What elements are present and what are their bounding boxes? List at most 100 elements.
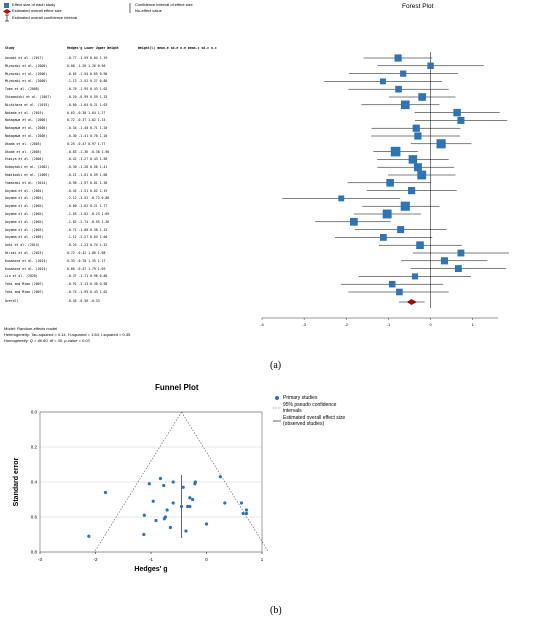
x-tick-label: 1 <box>472 322 475 327</box>
forest-plot-area: -4 -3 -2 -1 0 1 <box>260 52 509 327</box>
study-effect-marker <box>418 93 426 101</box>
study-point <box>171 501 175 505</box>
study-effect-marker <box>412 124 420 132</box>
study-effect-marker <box>395 85 402 93</box>
study-name: Aouabi et al. (2017) <box>5 56 44 60</box>
study-effect-marker <box>390 146 401 157</box>
study-effect-marker <box>338 195 345 202</box>
study-name: Aoyama et al. (2001) <box>5 188 44 193</box>
study-effect-marker <box>413 163 422 172</box>
study-effect-marker <box>457 249 465 257</box>
study-point <box>158 476 163 481</box>
x-tick-label: -4 <box>260 322 264 327</box>
study-point <box>181 485 185 489</box>
legend-overall-ci-icon <box>5 14 9 22</box>
overall-label: Overall <box>5 299 19 303</box>
x-tick-label: -2 <box>345 322 349 327</box>
study-point <box>162 483 166 488</box>
study-effect-marker <box>388 280 396 288</box>
study-values: 0.25 -0.47 0.97 1.77 <box>67 141 106 146</box>
study-values: -1.13 -2.52 0.27 0.80 <box>67 79 108 84</box>
study-values: -2.12 -3.52 -0.72 0.80 <box>67 196 110 201</box>
legend-overall-label: Estimated overall effect size <box>12 8 62 13</box>
study-effect-marker <box>411 273 419 280</box>
study-values: -0.96 -1.97 0.01 1.30 <box>67 180 108 185</box>
x-tick-label: 0 <box>205 557 208 562</box>
study-values: -0.76 -1.95 0.43 1.02 <box>67 87 108 92</box>
pseudo-ci-right <box>181 411 269 553</box>
study-name: Tomo et al. (2008) <box>5 87 40 92</box>
study-name: Hamikoshi et al. (2009) <box>5 173 50 177</box>
study-point <box>193 480 197 484</box>
study-effect-marker <box>453 108 461 117</box>
study-values: -0.45 -1.51 0.62 1.19 <box>67 188 108 193</box>
y-axis-label: Standard error <box>13 457 20 506</box>
study-name: Aoki et al. (2015) <box>5 243 40 248</box>
study-values: -1.82 -2.74 -0.95 1.36 <box>67 219 110 224</box>
x-tick-label: 1 <box>261 557 264 562</box>
study-point <box>204 522 209 526</box>
study-point <box>142 513 146 517</box>
study-point <box>186 504 190 509</box>
study-name: Lin et al. (2020) <box>5 274 38 279</box>
x-tick-label: -2 <box>93 557 97 562</box>
study-point <box>184 529 188 533</box>
y-tick-label: 0.6 <box>31 515 38 520</box>
x-axis-label: Hedges' g <box>134 566 167 573</box>
x-tick-label: -1 <box>387 322 391 327</box>
study-effect-marker <box>382 209 392 219</box>
study-name: Aoyama et al. (2005) <box>5 235 44 240</box>
funnel-panel: Funnel Plot 0.0 0.2 0.4 0.6 0.8 -3 -2 -1 0 1 Hedge… <box>0 380 550 620</box>
study-effect-marker <box>457 116 465 124</box>
study-point <box>244 508 249 512</box>
study-values: -0.21 -1.01 0.59 1.68 <box>67 173 108 177</box>
study-name: Miyazaki et al. (2000) <box>5 71 48 76</box>
study-point <box>87 534 91 538</box>
study-effect-marker <box>386 179 394 187</box>
legend-primary-marker <box>275 396 279 400</box>
study-point <box>154 518 158 523</box>
study-effect-marker <box>414 132 422 140</box>
study-name: Kobayashi et al. (2002) <box>5 165 50 170</box>
study-point <box>188 504 192 509</box>
model-line-2: Heterogeneity: Tau-squared = 0.14, H-squ… <box>4 332 131 337</box>
study-effect-marker <box>408 155 418 164</box>
y-tick-label: 0.8 <box>31 550 38 555</box>
x-tick-label: -3 <box>38 557 42 562</box>
study-values: -0.34 -1.40 0.71 1.20 <box>67 126 108 131</box>
study-values: 0.00 -1.26 1.26 0.96 <box>67 63 106 68</box>
study-values: -0.83 -1.36 -0.30 1.90 <box>67 149 110 154</box>
study-values: -0.37 -1.71 0.96 0.86 <box>67 274 108 279</box>
legend-overall-ci-label: Estimated overall confidence interval <box>12 15 78 20</box>
study-values: -0.60 -1.62 0.21 1.77 <box>67 204 108 209</box>
study-effect-marker <box>397 226 405 234</box>
legend-effect-label: Effect size of each study <box>12 2 56 7</box>
x-tick-label: -3 <box>302 322 306 327</box>
study-values: 0.72 -0.37 1.82 1.15 <box>67 118 106 123</box>
study-effect-marker <box>400 70 407 77</box>
study-point <box>165 508 169 512</box>
study-point <box>218 475 222 479</box>
study-values: 0.33 -0.70 1.35 1.17 <box>67 258 106 263</box>
study-name: Yaki and Mima (2007) <box>5 290 44 294</box>
study-values: -1.03 -1.82 -0.23 1.69 <box>67 212 110 216</box>
legend-ci-dash-icon <box>273 407 281 409</box>
study-values: 0.63 -0.38 1.64 1.27 <box>67 110 106 115</box>
study-values: -0.74 -1.95 0.43 1.02 <box>67 290 108 294</box>
funnel-title: Funnel Plot <box>155 383 199 392</box>
pseudo-ci-left <box>94 411 182 553</box>
study-point <box>171 480 175 484</box>
y-tick-label: 0.2 <box>31 445 38 450</box>
study-point <box>188 496 192 500</box>
model-line-1: Model: Random-effects model <box>4 326 58 331</box>
study-values: -1.12 -2.27 0.04 1.06 <box>67 235 108 240</box>
study-point <box>223 501 227 505</box>
legend-no-effect-label: No-effect value <box>135 8 162 13</box>
x-tick-label: -1 <box>149 557 153 562</box>
study-name: Nakagawa et al. (2006) <box>5 118 48 123</box>
study-effect-marker <box>454 265 462 273</box>
study-name: Yaki and Mima (2007) <box>5 282 44 287</box>
study-point <box>244 511 249 516</box>
header-columns-2: Weight(%) mean.e sd.e n.e mean.c sd.c n.… <box>138 46 217 50</box>
study-values: 0.66 -0.47 1.79 1.09 <box>67 266 106 271</box>
